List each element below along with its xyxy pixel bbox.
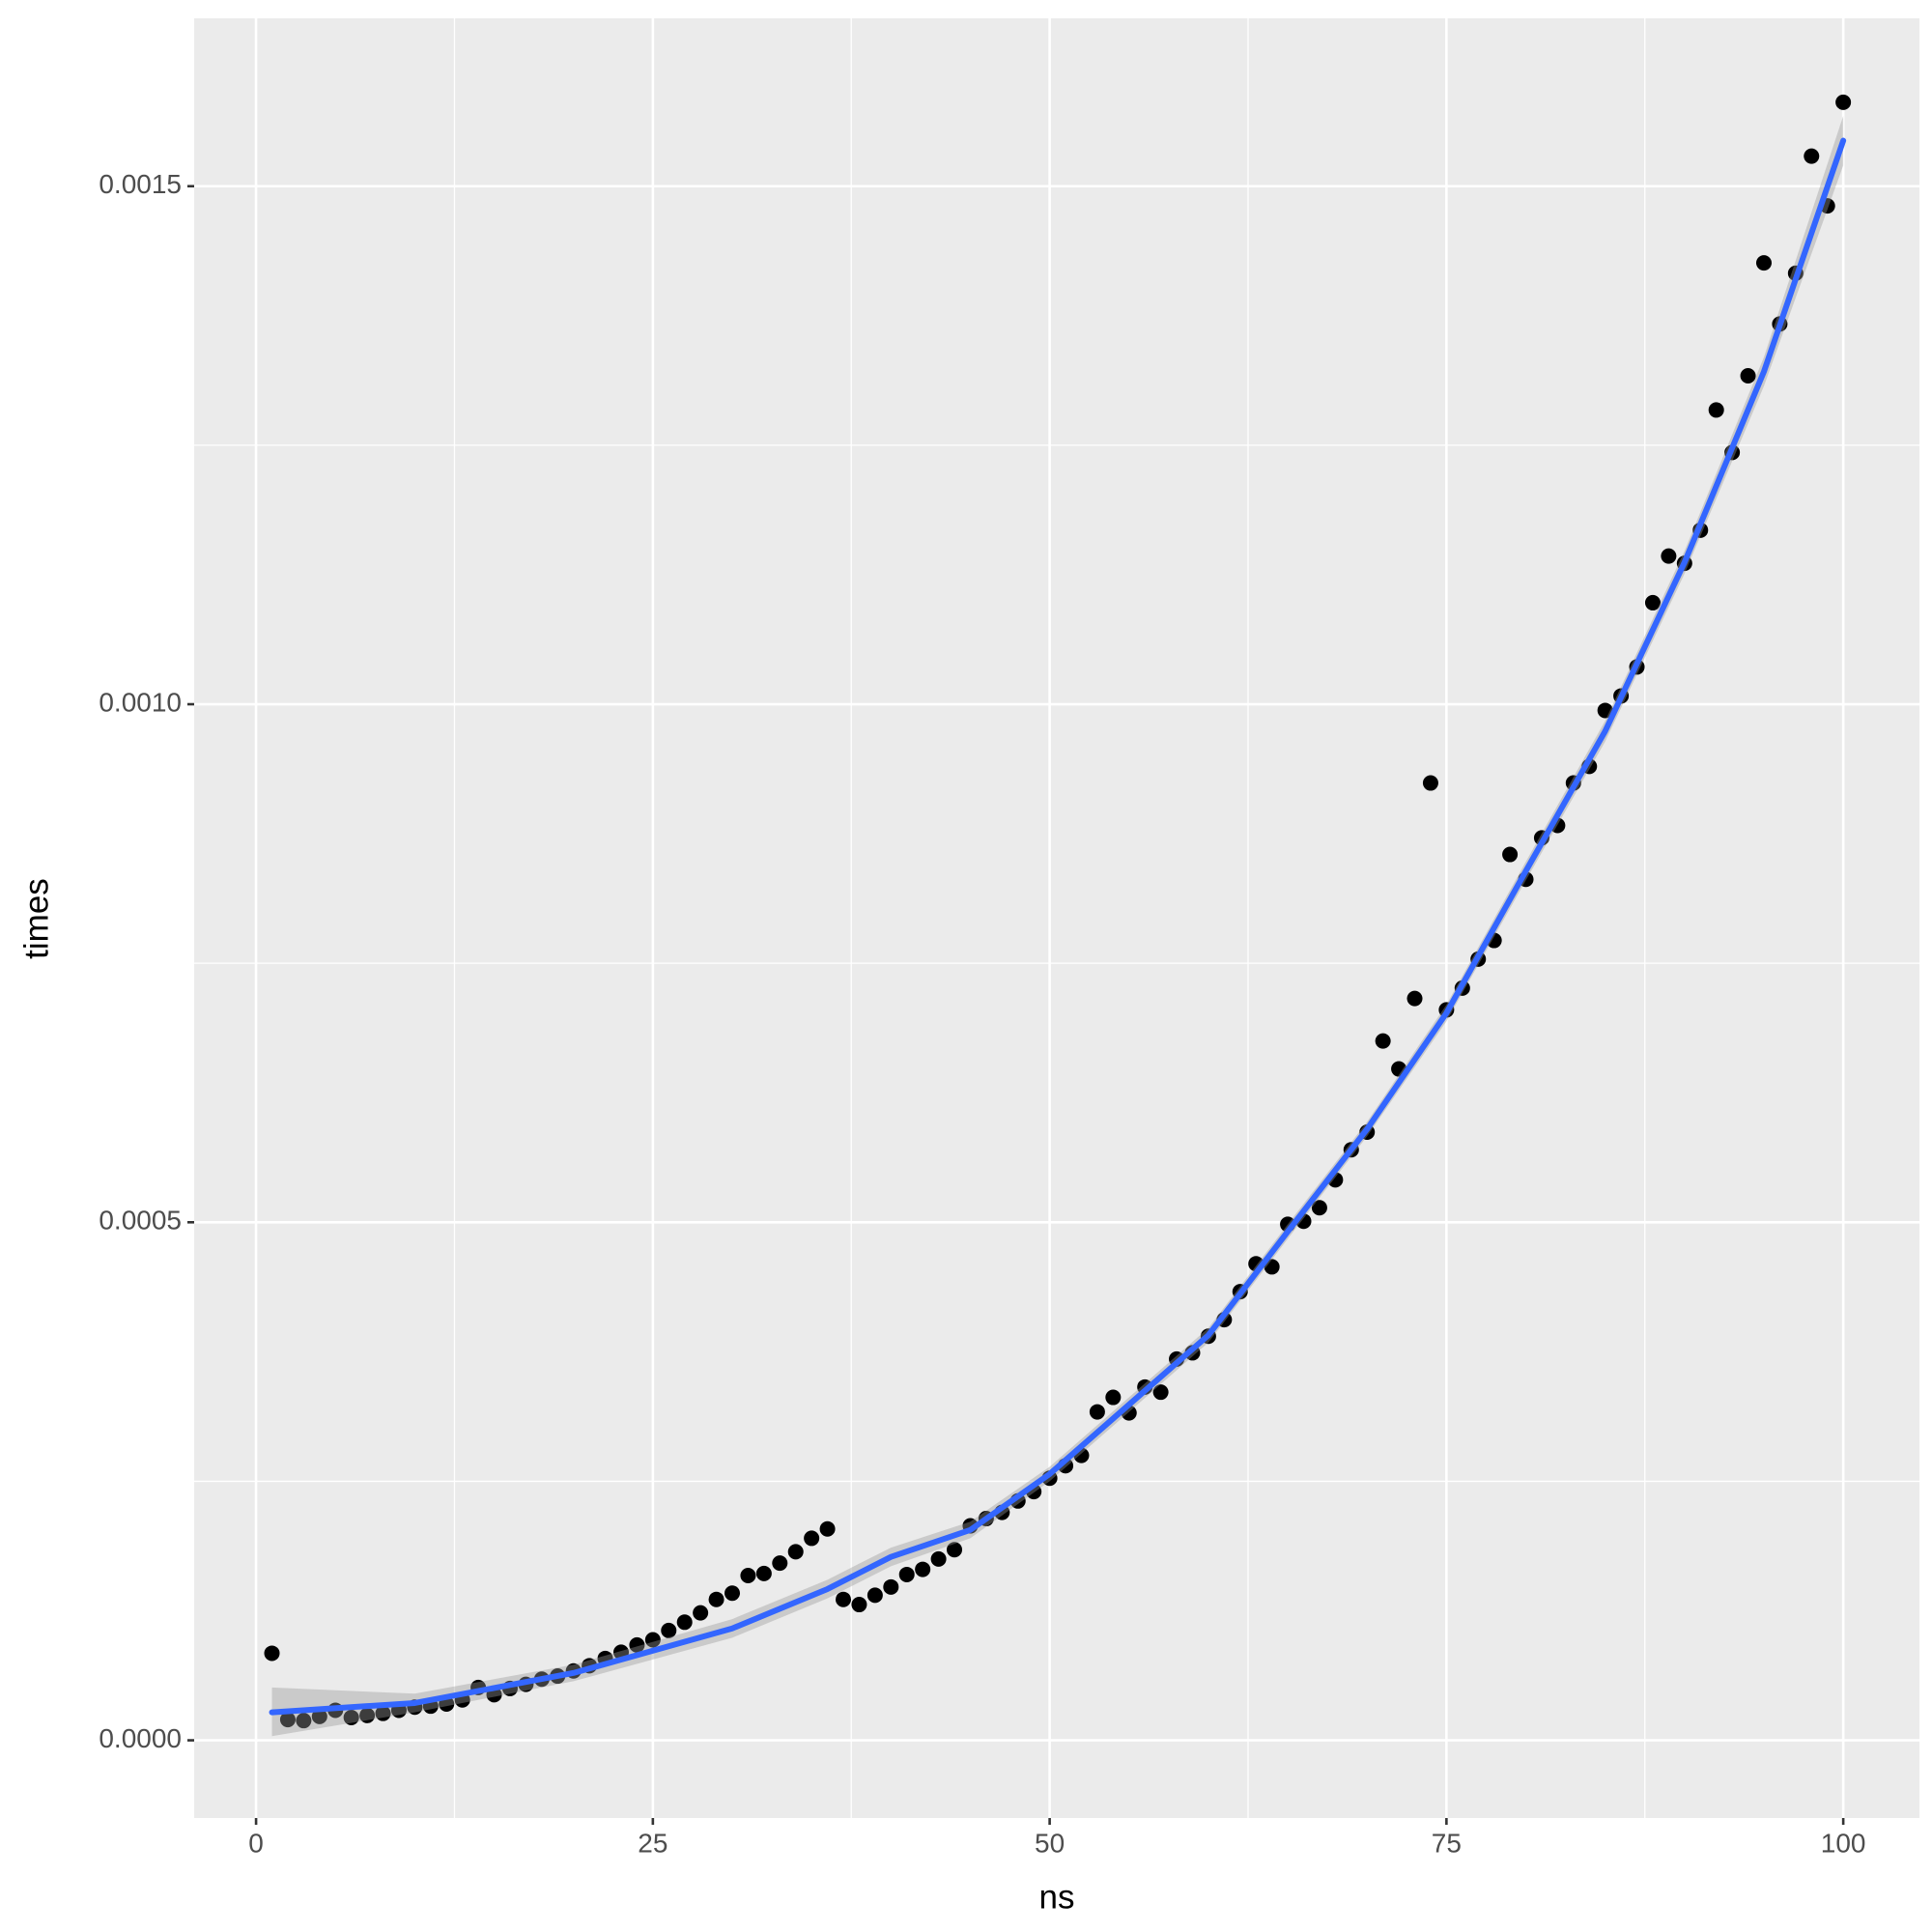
point [819, 1520, 836, 1537]
point [708, 1591, 724, 1607]
point [787, 1544, 804, 1560]
point [644, 1632, 661, 1648]
point [1375, 1033, 1391, 1049]
point [1661, 548, 1677, 564]
point [851, 1597, 867, 1613]
point [740, 1568, 756, 1584]
x-tick-label: 25 [638, 1828, 668, 1858]
point [1644, 594, 1661, 611]
panel-background [194, 18, 1919, 1818]
point [755, 1565, 772, 1581]
point [693, 1605, 709, 1621]
point [1755, 255, 1772, 271]
point [867, 1587, 883, 1604]
x-tick-label: 50 [1035, 1828, 1065, 1858]
point [772, 1555, 788, 1572]
point [1835, 94, 1852, 110]
point [1804, 148, 1820, 164]
point [898, 1566, 915, 1582]
point [836, 1591, 852, 1607]
point [264, 1645, 280, 1662]
y-tick-label: 0.0010 [99, 687, 182, 717]
point [1406, 990, 1423, 1007]
y-axis-title: times [17, 878, 55, 959]
point [1264, 1259, 1280, 1275]
point [915, 1561, 931, 1577]
smooth-line [269, 137, 1847, 1716]
point [296, 1713, 312, 1729]
x-tick-label: 100 [1821, 1828, 1866, 1858]
point [279, 1712, 296, 1728]
point [343, 1709, 359, 1725]
y-tick-label: 0.0000 [99, 1723, 182, 1753]
point [883, 1578, 899, 1595]
point [629, 1636, 645, 1653]
point [930, 1550, 947, 1567]
point [661, 1622, 677, 1638]
point [375, 1705, 391, 1721]
y-tick-label: 0.0015 [99, 169, 182, 199]
point [1152, 1384, 1169, 1401]
point [724, 1585, 740, 1602]
point [1597, 702, 1613, 719]
point [1089, 1404, 1105, 1420]
point [1502, 846, 1519, 863]
point [1740, 368, 1756, 384]
point [1422, 775, 1438, 791]
x-tick-label: 75 [1432, 1828, 1462, 1858]
point [311, 1708, 327, 1724]
point [1105, 1389, 1122, 1406]
x-tick-label: 0 [248, 1828, 264, 1858]
point [359, 1707, 376, 1723]
point [676, 1614, 693, 1631]
point [1708, 402, 1724, 418]
point [947, 1542, 963, 1558]
point [804, 1530, 820, 1547]
y-tick-label: 0.0005 [99, 1206, 182, 1236]
x-axis-title: ns [1039, 1878, 1075, 1916]
point [1311, 1200, 1327, 1216]
